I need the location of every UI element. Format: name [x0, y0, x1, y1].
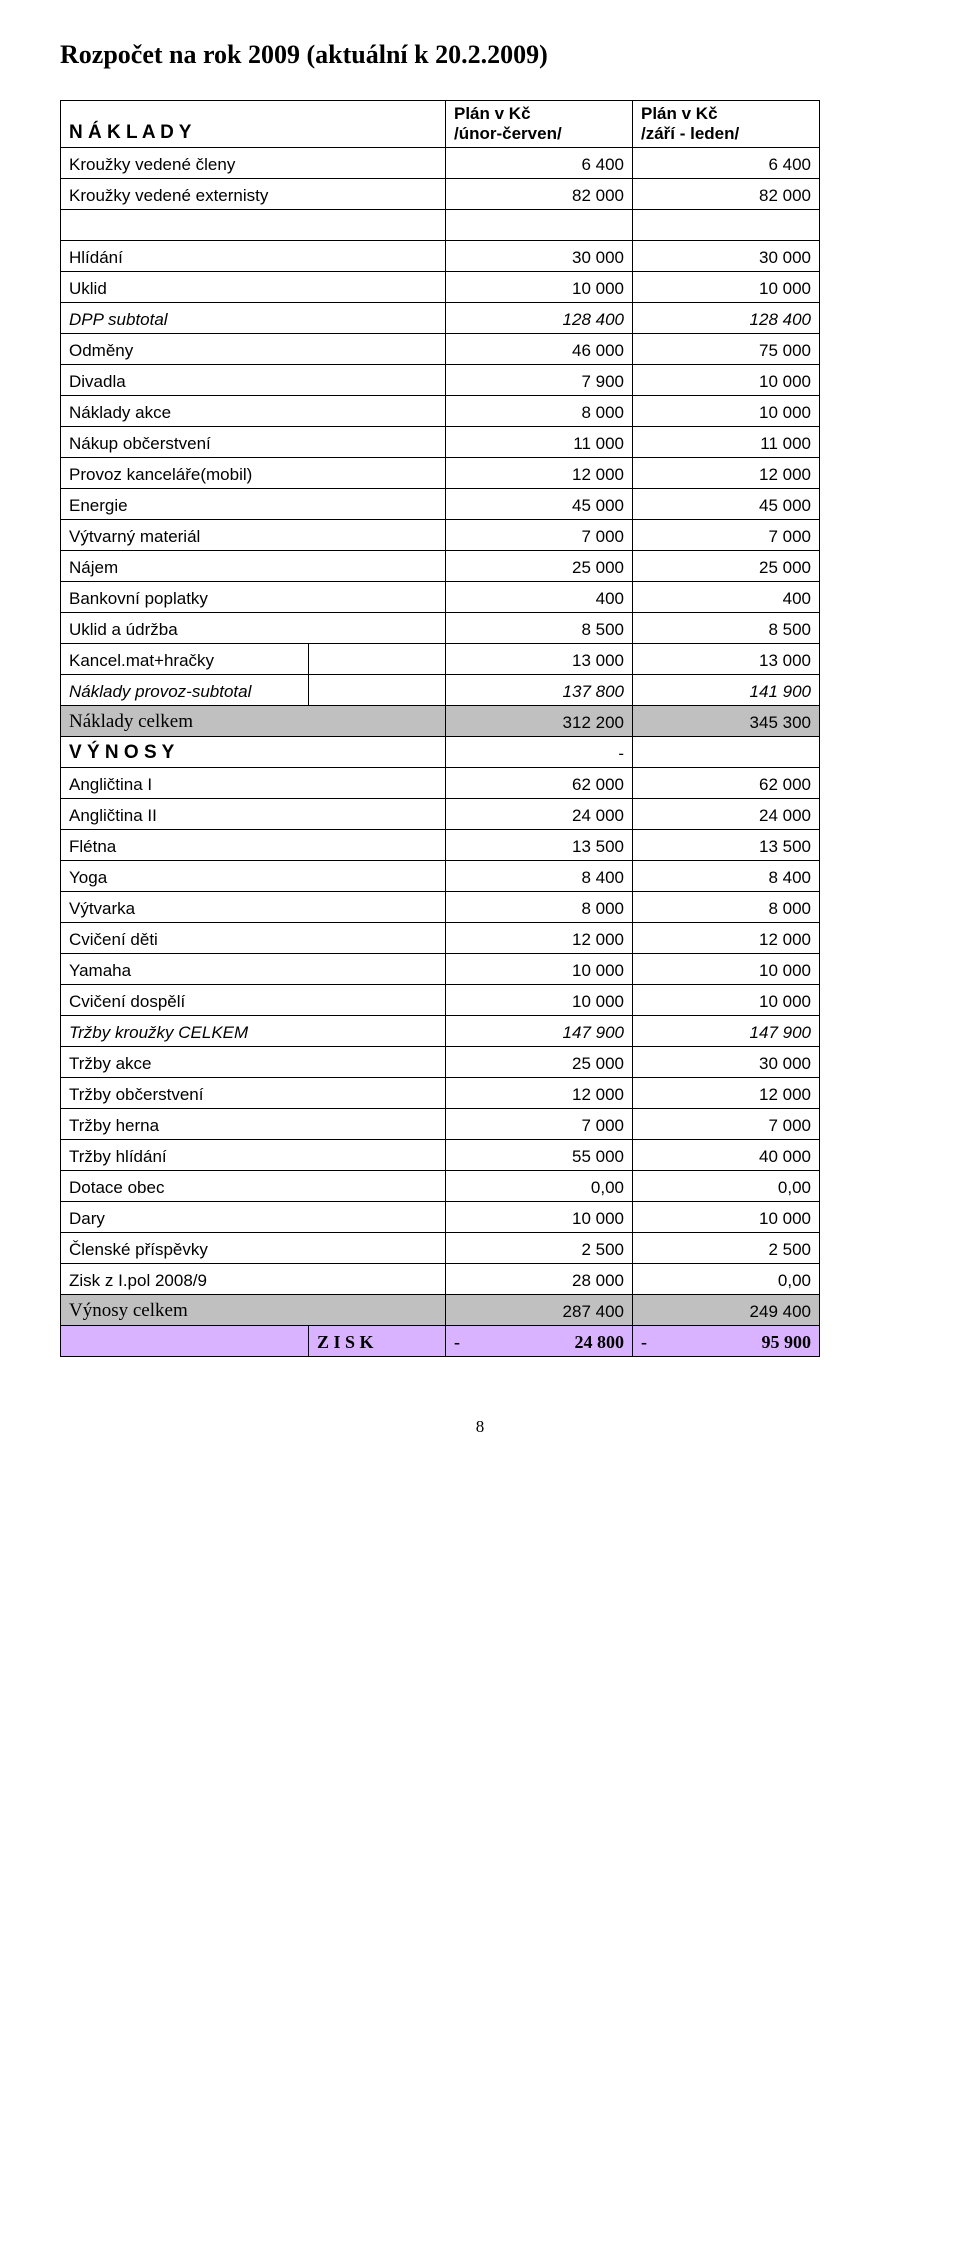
naklady-heading: N Á K L A D Y — [69, 122, 191, 143]
col2-line2: /září - leden/ — [641, 124, 739, 143]
table-row: Tržby herna7 0007 000 — [61, 1109, 820, 1140]
col1-line2: /únor-červen/ — [454, 124, 562, 143]
table-row: Cvičení děti12 00012 000 — [61, 923, 820, 954]
table-row: Tržby občerstvení12 00012 000 — [61, 1078, 820, 1109]
zisk-v2-sign: - — [641, 1332, 647, 1353]
table-row: Odměny46 00075 000 — [61, 334, 820, 365]
table-row: Kroužky vedené externisty82 00082 000 — [61, 179, 820, 210]
table-row: Nákup občerstvení11 00011 000 — [61, 427, 820, 458]
table-row: Angličtina II24 00024 000 — [61, 799, 820, 830]
table-row: Náklady akce8 00010 000 — [61, 396, 820, 427]
col1-line1: Plán v Kč — [454, 104, 531, 123]
table-row: Zisk z I.pol 2008/928 0000,00 — [61, 1264, 820, 1295]
table-row: Výtvarný materiál7 0007 000 — [61, 520, 820, 551]
vynosy-heading-row: V Ý N O S Y - — [61, 737, 820, 768]
col2-line1: Plán v Kč — [641, 104, 718, 123]
table-row: Angličtina I62 00062 000 — [61, 768, 820, 799]
table-row: Provoz kanceláře(mobil)12 00012 000 — [61, 458, 820, 489]
page-number: 8 — [60, 1417, 900, 1437]
table-row: Yamaha10 00010 000 — [61, 954, 820, 985]
page-title: Rozpočet na rok 2009 (aktuální k 20.2.20… — [60, 40, 900, 70]
naklady-total-row: Náklady celkem 312 200 345 300 — [61, 706, 820, 737]
dash: - — [618, 744, 624, 763]
table-row: Výtvarka8 0008 000 — [61, 892, 820, 923]
table-row: Členské příspěvky2 5002 500 — [61, 1233, 820, 1264]
table-row: Cvičení dospělí10 00010 000 — [61, 985, 820, 1016]
table-row: Hlídání30 00030 000 — [61, 241, 820, 272]
table-row: Náklady provoz-subtotal137 800141 900 — [61, 675, 820, 706]
table-row: Dary10 00010 000 — [61, 1202, 820, 1233]
table-header-row: N Á K L A D Y Plán v Kč /únor-červen/ Pl… — [61, 101, 820, 148]
table-row: Bankovní poplatky400400 — [61, 582, 820, 613]
zisk-v2-value: 95 900 — [762, 1332, 812, 1353]
table-row: Yoga8 4008 400 — [61, 861, 820, 892]
table-row: Uklid a údržba8 5008 500 — [61, 613, 820, 644]
zisk-row: Z I S K - 24 800 - 95 900 — [61, 1326, 820, 1357]
zisk-v1-value: 24 800 — [575, 1332, 625, 1353]
table-row: Dotace obec0,000,00 — [61, 1171, 820, 1202]
table-row: Flétna13 50013 500 — [61, 830, 820, 861]
table-row: Divadla7 90010 000 — [61, 365, 820, 396]
budget-table: N Á K L A D Y Plán v Kč /únor-červen/ Pl… — [60, 100, 820, 1357]
table-row: Uklid10 00010 000 — [61, 272, 820, 303]
table-row: Nájem25 00025 000 — [61, 551, 820, 582]
table-row: Tržby akce25 00030 000 — [61, 1047, 820, 1078]
table-row: DPP subtotal128 400128 400 — [61, 303, 820, 334]
table-row: Tržby hlídání55 00040 000 — [61, 1140, 820, 1171]
table-row: Energie45 00045 000 — [61, 489, 820, 520]
table-row: Kancel.mat+hračky13 00013 000 — [61, 644, 820, 675]
zisk-v1-sign: - — [454, 1332, 460, 1353]
table-row: Tržby kroužky CELKEM147 900147 900 — [61, 1016, 820, 1047]
vynosy-total-row: Výnosy celkem 287 400 249 400 — [61, 1295, 820, 1326]
table-row: Kroužky vedené členy6 4006 400 — [61, 148, 820, 179]
table-row-empty — [61, 210, 820, 241]
